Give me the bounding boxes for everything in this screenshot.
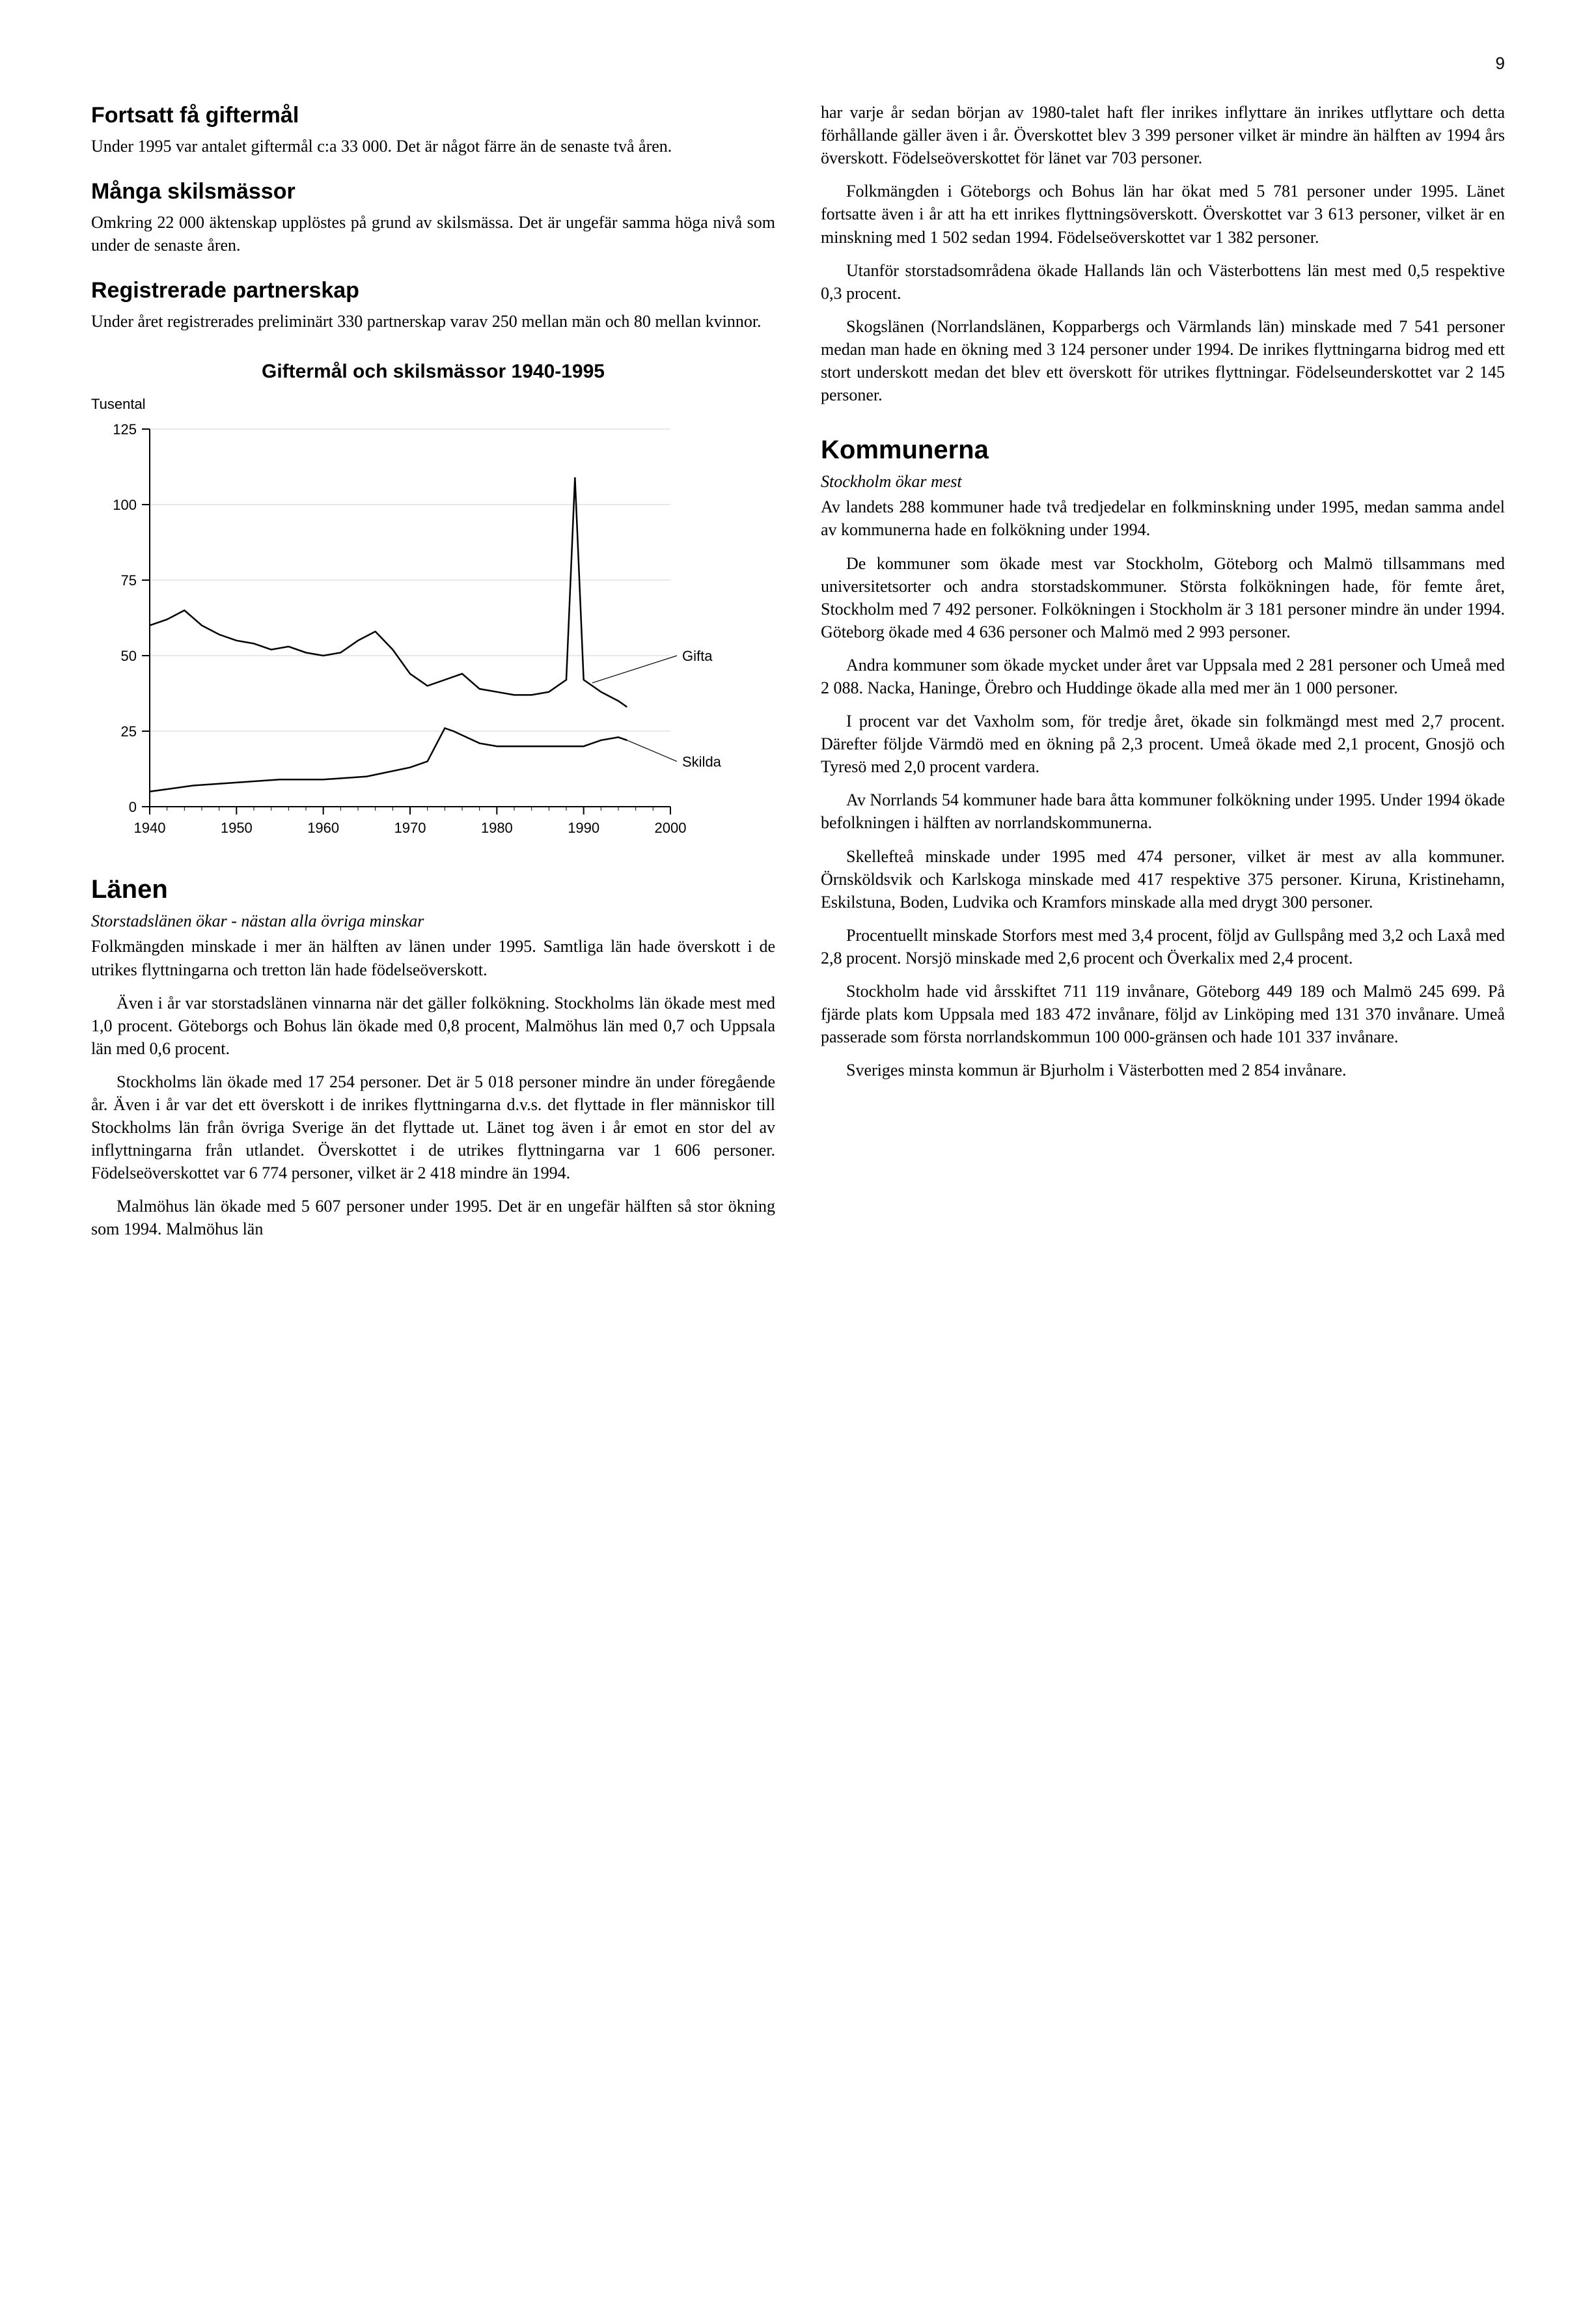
page-number: 9 bbox=[91, 52, 1505, 75]
para: Malmöhus län ökade med 5 607 personer un… bbox=[91, 1195, 775, 1240]
svg-text:2000: 2000 bbox=[655, 820, 687, 836]
para: Under 1995 var antalet giftermål c:a 33 … bbox=[91, 135, 775, 158]
chart-svg: 0 25 50 75 100 125 1940 1950 1960 1970 1980 1990 200… bbox=[91, 416, 755, 846]
svg-text:75: 75 bbox=[121, 572, 137, 589]
svg-text:50: 50 bbox=[121, 648, 137, 664]
para: Folkmängden minskade i mer än hälften av… bbox=[91, 935, 775, 981]
svg-text:1950: 1950 bbox=[221, 820, 253, 836]
svg-text:1960: 1960 bbox=[307, 820, 339, 836]
heading-fortsatt-fa-giftermal: Fortsatt få giftermål bbox=[91, 101, 775, 131]
svg-text:0: 0 bbox=[129, 799, 137, 815]
heading-manga-skilsmassor: Många skilsmässor bbox=[91, 177, 775, 207]
para: De kommuner som ökade mest var Stockholm… bbox=[821, 552, 1505, 643]
svg-text:Skilda: Skilda bbox=[682, 754, 722, 770]
svg-text:100: 100 bbox=[113, 497, 137, 513]
heading-registrerade-partnerskap: Registrerade partnerskap bbox=[91, 276, 775, 306]
svg-text:Gifta: Gifta bbox=[682, 648, 713, 664]
para: Skellefteå minskade under 1995 med 474 p… bbox=[821, 845, 1505, 913]
left-column: Fortsatt få giftermål Under 1995 var ant… bbox=[91, 101, 775, 1251]
chart-giftermal-skilsmassor: Giftermål och skilsmässor 1940-1995 Tuse… bbox=[91, 359, 775, 846]
para: Av Norrlands 54 kommuner hade bara åtta … bbox=[821, 788, 1505, 834]
para: Andra kommuner som ökade mycket under år… bbox=[821, 654, 1505, 699]
para: Sveriges minsta kommun är Bjurholm i Väs… bbox=[821, 1059, 1505, 1081]
two-column-layout: Fortsatt få giftermål Under 1995 var ant… bbox=[91, 101, 1505, 1251]
svg-text:125: 125 bbox=[113, 421, 137, 438]
para: Omkring 22 000 äktenskap upplöstes på gr… bbox=[91, 211, 775, 257]
svg-text:1940: 1940 bbox=[134, 820, 166, 836]
subtitle-lanen: Storstadslänen ökar - nästan alla övriga… bbox=[91, 910, 775, 932]
para: Stockholms län ökade med 17 254 personer… bbox=[91, 1070, 775, 1184]
svg-text:1990: 1990 bbox=[568, 820, 599, 836]
para: har varje år sedan början av 1980-talet … bbox=[821, 101, 1505, 169]
para: I procent var det Vaxholm som, för tredj… bbox=[821, 710, 1505, 778]
svg-text:1970: 1970 bbox=[394, 820, 426, 836]
heading-kommunerna: Kommunerna bbox=[821, 432, 1505, 467]
para: Stockholm hade vid årsskiftet 711 119 in… bbox=[821, 980, 1505, 1048]
svg-text:1980: 1980 bbox=[481, 820, 513, 836]
para: Folkmängden i Göteborgs och Bohus län ha… bbox=[821, 180, 1505, 248]
chart-ylabel: Tusental bbox=[91, 395, 775, 414]
right-column: har varje år sedan början av 1980-talet … bbox=[821, 101, 1505, 1251]
heading-lanen: Länen bbox=[91, 872, 775, 907]
para: Skogslänen (Norrlandslänen, Kopparbergs … bbox=[821, 315, 1505, 406]
para: Utanför storstadsområdena ökade Hallands… bbox=[821, 259, 1505, 305]
svg-text:25: 25 bbox=[121, 723, 137, 740]
para: Av landets 288 kommuner hade två tredjed… bbox=[821, 495, 1505, 541]
para: Även i år var storstadslänen vinnarna nä… bbox=[91, 992, 775, 1060]
para: Procentuellt minskade Storfors mest med … bbox=[821, 924, 1505, 969]
subtitle-kommunerna: Stockholm ökar mest bbox=[821, 470, 1505, 493]
para: Under året registrerades preliminärt 330… bbox=[91, 310, 775, 333]
chart-title: Giftermål och skilsmässor 1940-1995 bbox=[91, 359, 775, 385]
